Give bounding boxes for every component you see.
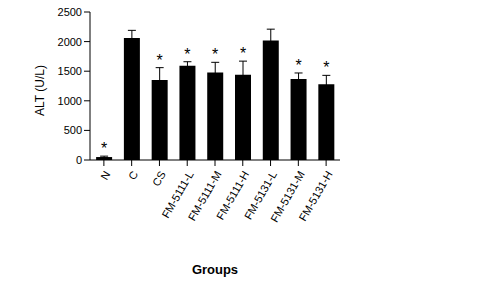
- svg-text:ALT (U/L): ALT (U/L): [33, 65, 47, 116]
- svg-text:2000: 2000: [58, 36, 82, 48]
- svg-text:1000: 1000: [58, 95, 82, 107]
- svg-text:1500: 1500: [58, 65, 82, 77]
- svg-text:*: *: [184, 46, 190, 63]
- svg-text:FM-5131-H: FM-5131-H: [296, 169, 334, 223]
- svg-text:*: *: [240, 45, 246, 62]
- svg-text:FM-5111-L: FM-5111-L: [159, 168, 196, 221]
- svg-text:C: C: [126, 169, 140, 182]
- svg-text:FM-5111-H: FM-5111-H: [213, 168, 252, 222]
- svg-text:Groups: Groups: [192, 262, 238, 277]
- svg-text:FM-5131-M: FM-5131-M: [268, 168, 307, 225]
- svg-text:0: 0: [76, 154, 82, 166]
- svg-text:500: 500: [64, 124, 82, 136]
- svg-text:FM-5131-L: FM-5131-L: [241, 168, 280, 222]
- svg-text:*: *: [212, 46, 218, 63]
- svg-text:N: N: [98, 169, 112, 182]
- svg-text:CS: CS: [150, 169, 168, 188]
- svg-text:*: *: [101, 140, 107, 157]
- svg-text:*: *: [157, 52, 163, 69]
- svg-text:*: *: [295, 57, 301, 74]
- svg-text:FM-5111-M: FM-5111-M: [185, 168, 224, 223]
- svg-text:2500: 2500: [58, 6, 82, 18]
- svg-text:*: *: [323, 59, 329, 76]
